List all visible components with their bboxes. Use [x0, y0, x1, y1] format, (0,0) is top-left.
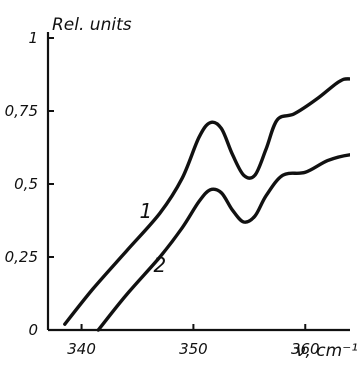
series-line-2: [96, 153, 350, 332]
series-labels: 12: [139, 199, 166, 277]
x-tick-label: 350: [179, 340, 208, 358]
y-tick-label: 0,75: [5, 102, 38, 120]
y-tick-label: 0,25: [5, 248, 38, 266]
y-tick-label: 0,5: [14, 175, 38, 193]
y-tick-label: 0: [28, 321, 38, 339]
y-ticks: 0 0,25 0,5 0,75 1: [5, 29, 54, 339]
x-axis-label: ν, cm⁻¹: [296, 341, 358, 361]
y-axis-label: Rel. units: [52, 15, 132, 35]
series-label-2: 2: [153, 253, 166, 277]
axes: [46, 32, 350, 332]
y-tick-label: 1: [28, 29, 38, 47]
series-lines: [63, 77, 350, 332]
x-tick-label: 360: [291, 340, 320, 358]
series-line-1: [63, 77, 350, 326]
series-label-1: 1: [139, 199, 152, 223]
x-tick-label: 340: [67, 340, 96, 358]
x-ticks: 340 350 360: [67, 324, 320, 358]
